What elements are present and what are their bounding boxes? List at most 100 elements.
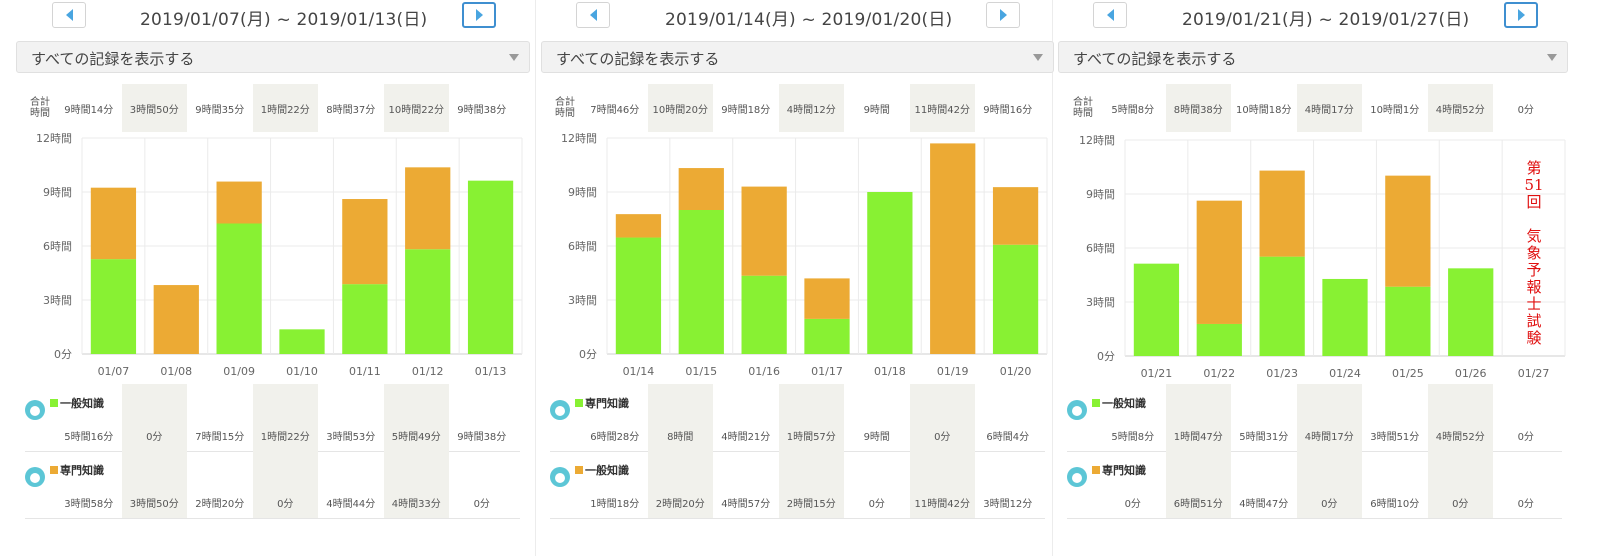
panel-divider [535, 0, 536, 556]
category-time-cell: 9時間 [863, 432, 890, 443]
category-time-cell: 0分 [909, 384, 975, 451]
week-date-range: 2019/01/07(月) ~ 2019/01/13(日) [140, 10, 428, 30]
row-divider [1067, 518, 1562, 519]
next-week-button[interactable] [1504, 2, 1538, 28]
bar-segment-series-1 [467, 180, 514, 354]
y-tick-label: 6時間 [43, 240, 72, 253]
x-tick-label: 01/18 [874, 365, 906, 378]
category-time-cell: 2時間20分 [647, 451, 713, 518]
category-name: 専門知識 [60, 464, 104, 477]
category-name: 一般知識 [585, 464, 629, 477]
bar-segment-series-2 [90, 187, 137, 260]
category-time-cell: 4時間33分 [383, 451, 449, 518]
user-avatar-icon [25, 400, 45, 420]
x-tick-label: 01/23 [1266, 367, 1298, 380]
x-tick-label: 01/13 [475, 365, 507, 378]
category-time-cell: 5時間8分 [1111, 432, 1155, 443]
category-time-cell: 6時間51分 [1165, 451, 1231, 518]
record-filter-dropdown[interactable]: すべての記録を表示する [541, 41, 1054, 73]
category-time-cell: 7時間15分 [195, 432, 245, 443]
bar-segment-series-2 [1259, 170, 1305, 257]
bar-segment-series-1 [1196, 323, 1242, 356]
bar-segment-series-2 [992, 187, 1039, 245]
category-time-cell: 6時間4分 [986, 432, 1030, 443]
bar-segment-series-1 [405, 249, 451, 354]
daily-total-cell: 9時間 [863, 104, 890, 116]
category-time-cell: 1時間57分 [778, 384, 844, 451]
next-week-button[interactable] [462, 2, 496, 28]
category-time-cell: 4時間47分 [1239, 499, 1289, 510]
daily-total-cell: 4時間17分 [1296, 84, 1362, 132]
legend-swatch [50, 399, 58, 407]
y-tick-label: 12時間 [561, 132, 597, 145]
x-tick-label: 01/12 [412, 365, 444, 378]
daily-total-cell: 10時間18分 [1236, 104, 1292, 116]
user-avatar-face [1072, 406, 1082, 416]
filter-label: すべての記録を表示する [31, 50, 195, 68]
category-time-cell: 0分 [1296, 451, 1362, 518]
daily-total-cell: 9時間14分 [64, 104, 114, 116]
bar-segment-series-1 [342, 284, 388, 354]
week-date-range: 2019/01/21(月) ~ 2019/01/27(日) [1182, 10, 1470, 30]
category-time-cell: 5時間16分 [64, 432, 114, 443]
bar-segment-series-2 [615, 214, 662, 238]
y-tick-label: 0分 [54, 348, 72, 361]
daily-total-cell: 9時間16分 [983, 104, 1033, 116]
category-time-cell: 4時間57分 [721, 499, 771, 510]
category-time-cell: 2時間20分 [195, 499, 245, 510]
daily-total-cell: 10時間20分 [647, 84, 713, 132]
bar-segment-series-1 [1322, 278, 1368, 356]
x-tick-label: 01/26 [1455, 367, 1487, 380]
user-avatar-icon [1067, 400, 1087, 420]
legend-swatch [575, 399, 583, 407]
legend-swatch [1092, 466, 1100, 474]
record-filter-dropdown[interactable]: すべての記録を表示する [1058, 41, 1568, 73]
y-tick-label: 3時間 [1086, 296, 1115, 309]
legend-swatch [1092, 399, 1100, 407]
category-name: 一般知識 [1102, 397, 1146, 410]
record-filter-dropdown[interactable]: すべての記録を表示する [16, 41, 530, 73]
totals-label: 合計 時間 [555, 97, 575, 119]
x-tick-label: 01/14 [623, 365, 655, 378]
prev-week-button[interactable] [52, 2, 86, 28]
daily-total-cell: 8時間37分 [326, 104, 376, 116]
bar-segment-series-2 [741, 186, 787, 276]
category-time-cell: 1時間18分 [590, 499, 640, 510]
category-time-cell: 0分 [1124, 499, 1141, 510]
prev-week-button[interactable] [576, 2, 610, 28]
chevron-right-icon [1517, 9, 1525, 21]
daily-total-cell: 10時間22分 [383, 84, 449, 132]
bar-segment-series-1 [90, 259, 137, 354]
bar-segment-series-1 [992, 244, 1039, 354]
y-tick-label: 12時間 [36, 132, 72, 145]
category-time-cell: 4時間17分 [1296, 384, 1362, 451]
chevron-right-icon [475, 9, 483, 21]
chevron-left-icon [589, 9, 597, 21]
category-time-cell: 0分 [473, 499, 490, 510]
chevron-left-icon [65, 9, 73, 21]
category-time-cell: 11時間42分 [909, 451, 975, 518]
bar-segment-series-1 [1448, 268, 1494, 356]
user-avatar-face [30, 473, 40, 483]
category-time-cell: 0分 [1517, 432, 1534, 443]
y-tick-label: 6時間 [1086, 242, 1115, 255]
legend-swatch [575, 466, 583, 474]
category-time-cell: 5時間49分 [383, 384, 449, 451]
category-time-cell: 0分 [121, 384, 187, 451]
prev-week-button[interactable] [1093, 2, 1127, 28]
category-time-cell: 8時間 [647, 384, 713, 451]
next-week-button[interactable] [986, 2, 1020, 28]
x-tick-label: 01/08 [160, 365, 192, 378]
daily-total-cell: 5時間8分 [1111, 104, 1155, 116]
y-tick-label: 9時間 [1086, 188, 1115, 201]
legend-swatch [50, 466, 58, 474]
category-time-cell: 3時間50分 [121, 451, 187, 518]
bar-segment-series-1 [804, 318, 850, 354]
x-tick-label: 01/09 [223, 365, 255, 378]
category-time-cell: 2時間15分 [778, 451, 844, 518]
category-time-cell: 4時間52分 [1427, 384, 1493, 451]
category-name: 専門知識 [1102, 464, 1146, 477]
y-tick-label: 0分 [1097, 350, 1115, 363]
bar-segment-series-1 [867, 192, 913, 354]
category-time-cell: 3時間12分 [983, 499, 1033, 510]
